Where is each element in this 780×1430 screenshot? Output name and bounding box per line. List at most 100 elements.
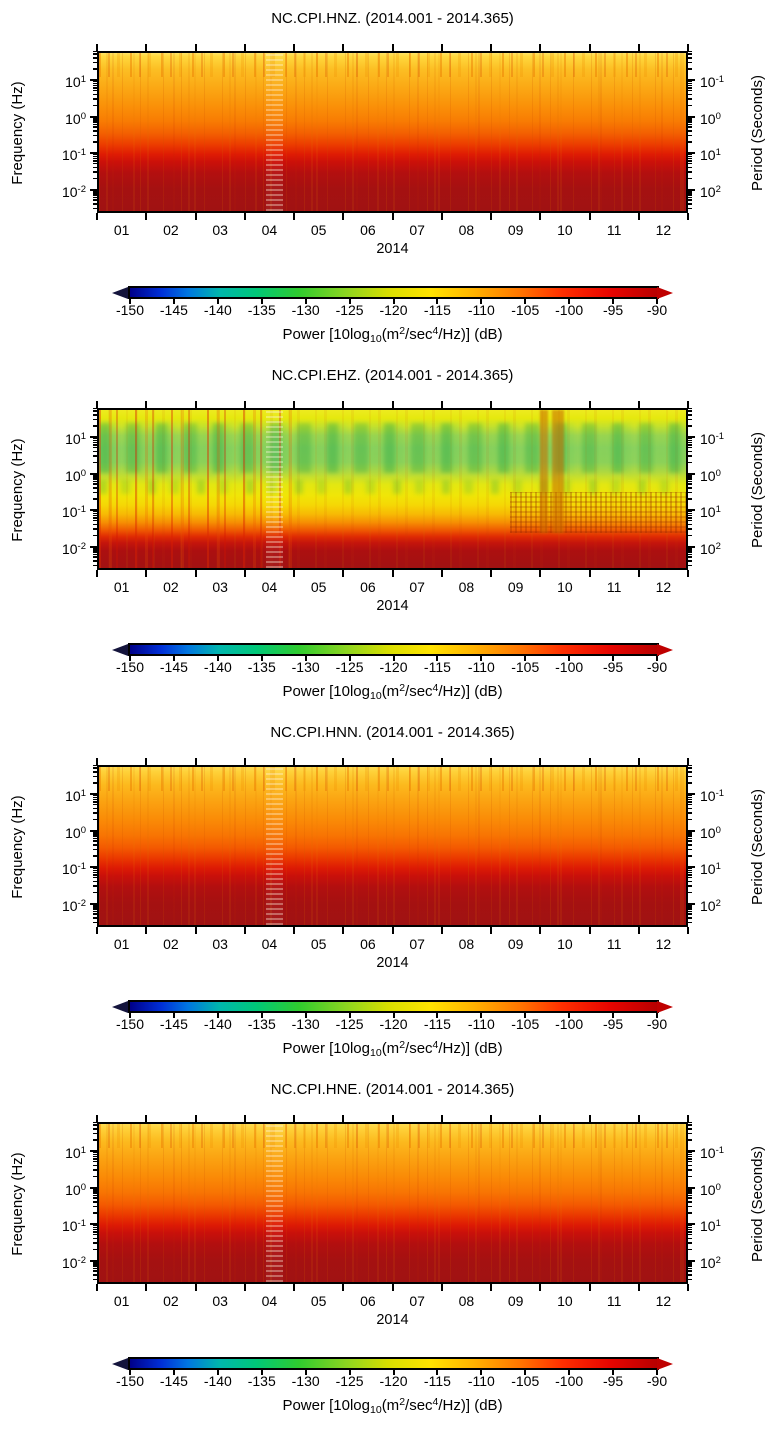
y-minor-tick [93, 1233, 97, 1236]
month-label: 10 [557, 222, 573, 238]
month-label: 09 [507, 579, 524, 595]
y-minor-tick [93, 771, 97, 773]
y-minor-tick [688, 444, 692, 446]
colorbar-tick-label: -140 [203, 1016, 232, 1032]
month-label: 12 [655, 579, 672, 595]
y-minor-tick [93, 455, 97, 457]
y-minor-tick [688, 831, 692, 833]
y-minor-tick [93, 1169, 97, 1171]
colorbar-tick-label: -100 [555, 302, 584, 318]
freq-tick-label: 101 [44, 1142, 86, 1162]
x-tick [342, 44, 345, 51]
colorbar-tick [612, 299, 615, 304]
spectrogram-panel-nc-cpi-hnn: NC.CPI.HNN. (2014.001 - 2014.365) Frequen… [0, 714, 780, 1071]
plot-area [97, 765, 688, 927]
x-tick [687, 1284, 689, 1291]
y-minor-tick [688, 192, 692, 194]
y-minor-tick [688, 551, 692, 553]
y-major-tick [90, 1150, 97, 1152]
period-tick-label: 100 [700, 822, 746, 842]
colorbar [128, 643, 659, 656]
y-minor-tick [93, 1267, 97, 1270]
y-minor-tick [93, 162, 97, 165]
streak-texture [99, 53, 686, 211]
y-minor-tick [93, 487, 97, 489]
y-minor-tick [688, 190, 692, 192]
plot-area [97, 51, 688, 213]
colorbar-tick-label: -110 [467, 302, 495, 318]
month-label: 09 [507, 936, 524, 952]
high-freq-transient-streaks [99, 767, 686, 791]
y-minor-tick [688, 556, 692, 558]
y-minor-tick [688, 512, 692, 515]
freq-tick-label: 101 [44, 428, 86, 448]
plot-area [97, 1122, 688, 1284]
colorbar-tick [260, 656, 263, 661]
x-tick [243, 927, 246, 934]
y-minor-tick [688, 906, 692, 908]
y-minor-tick [688, 1224, 692, 1227]
y-minor-tick [93, 141, 97, 143]
y-minor-tick [93, 1205, 97, 1208]
y-minor-tick [688, 528, 692, 530]
colorbar-tick-label: -120 [379, 302, 408, 318]
x-tick [145, 1284, 148, 1291]
period-tick-value: 102 [700, 897, 721, 914]
y-minor-tick [688, 767, 692, 769]
y-minor-tick [93, 207, 97, 210]
x-tick [96, 927, 98, 934]
x-tick [391, 401, 394, 408]
y-minor-tick [93, 425, 97, 427]
y-minor-tick [93, 194, 97, 196]
month-label: 02 [163, 222, 179, 238]
y-minor-tick [688, 487, 692, 489]
freq-tick-label: 101 [44, 785, 86, 805]
y-minor-tick [688, 1261, 692, 1263]
y-minor-tick [93, 1175, 97, 1177]
x-tick [539, 1284, 542, 1291]
y-minor-tick [93, 807, 97, 810]
period-axis-label: Period (Seconds) [749, 432, 766, 548]
y-minor-tick [93, 82, 97, 85]
colorbar-tick [568, 299, 571, 304]
period-tick-value: 102 [700, 540, 721, 557]
y-minor-tick [93, 523, 97, 526]
y-minor-tick [688, 93, 692, 96]
high-freq-transient-streaks [99, 1124, 686, 1148]
freq-tick-value: 10-1 [61, 1218, 86, 1234]
x-tick [490, 927, 492, 934]
y-minor-tick [688, 885, 692, 887]
y-minor-tick [93, 171, 97, 173]
y-minor-tick [93, 177, 97, 179]
freq-tick-label: 101 [44, 71, 86, 91]
y-minor-tick [688, 553, 692, 556]
colorbar-tick-label: -150 [115, 659, 145, 675]
y-minor-tick [93, 441, 97, 444]
y-major-tick [90, 545, 97, 548]
y-minor-tick [688, 560, 692, 562]
y-minor-tick [688, 807, 692, 810]
month-label: 06 [360, 579, 376, 595]
x-tick [588, 1284, 591, 1291]
y-minor-tick [93, 848, 97, 851]
colorbar-tick [172, 1370, 175, 1375]
y-minor-tick [93, 483, 97, 485]
y-minor-tick [688, 921, 692, 924]
y-minor-tick [93, 410, 97, 412]
high-freq-transient-streaks [99, 53, 686, 77]
y-minor-tick [688, 519, 692, 522]
y-minor-tick [688, 414, 692, 416]
y-minor-tick [688, 117, 692, 119]
y-minor-tick [93, 474, 97, 476]
y-minor-tick [688, 1175, 692, 1177]
y-major-tick [688, 79, 695, 81]
y-minor-tick [93, 123, 97, 126]
y-minor-tick [688, 1190, 692, 1192]
y-minor-tick [688, 126, 692, 128]
y-minor-tick [688, 1201, 692, 1203]
x-tick [391, 213, 394, 220]
y-minor-tick [93, 203, 97, 205]
colorbar-tick-label: -145 [159, 659, 188, 675]
y-minor-tick [688, 461, 692, 463]
month-label: 02 [163, 1293, 179, 1309]
